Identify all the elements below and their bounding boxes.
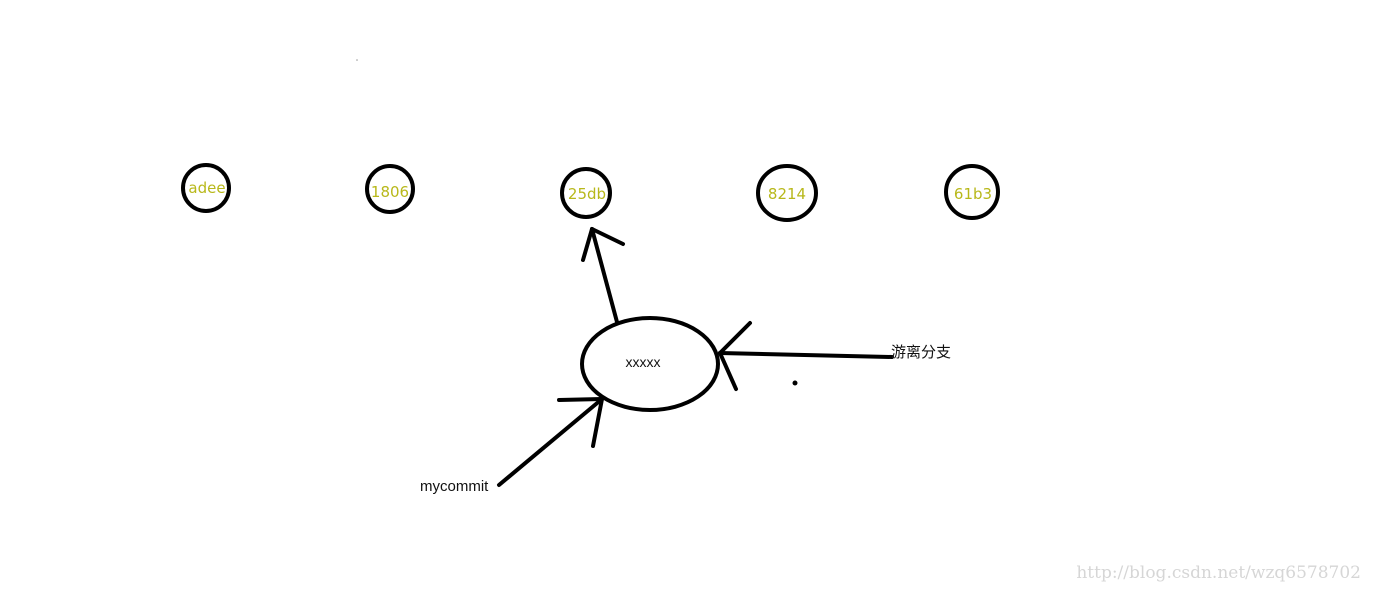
commit-node-25db: 25db	[560, 167, 612, 219]
commit-circle	[560, 167, 612, 219]
detached-arrow-shaft	[718, 351, 894, 359]
branch-label: mycommit	[420, 478, 489, 495]
commit-node-61b3: 61b3	[944, 164, 1000, 220]
commit-label: 25db	[568, 185, 606, 203]
detached-arrow-head-bottom	[718, 351, 738, 391]
commit-circle	[181, 163, 231, 213]
commit-node-adee: adee	[181, 163, 231, 213]
parent-arrow-shaft	[590, 227, 619, 324]
commit-node-8214: 8214	[756, 164, 818, 222]
branch-arrow	[497, 397, 604, 487]
commit-label: 8214	[768, 185, 806, 203]
detached-commit-node: xxxxx	[580, 316, 720, 412]
branch-arrow-head-bottom	[591, 397, 604, 448]
commit-label: 1806	[371, 183, 409, 201]
detached-arrow	[718, 321, 894, 391]
detached-commit-ellipse	[580, 316, 720, 412]
branch-arrow-shaft	[497, 397, 604, 487]
branch-arrow-head-top	[557, 397, 604, 402]
parent-arrow-head-left	[581, 227, 594, 262]
commit-circle	[756, 164, 818, 222]
parent-arrow-head-right	[590, 227, 625, 246]
detached-commit-label: xxxxx	[626, 354, 661, 370]
commit-circle	[365, 164, 415, 214]
commit-node-1806: 1806	[365, 164, 415, 214]
stray-dot	[792, 380, 798, 386]
commit-label: adee	[188, 179, 225, 197]
commit-label: 61b3	[954, 185, 992, 203]
speck	[356, 59, 358, 61]
detached-branch-label: 游离分支	[891, 344, 951, 361]
watermark: http://blog.csdn.net/wzq6578702	[1076, 563, 1361, 583]
detached-arrow-head-top	[718, 321, 752, 355]
commit-circle	[944, 164, 1000, 220]
parent-arrow	[581, 227, 625, 324]
